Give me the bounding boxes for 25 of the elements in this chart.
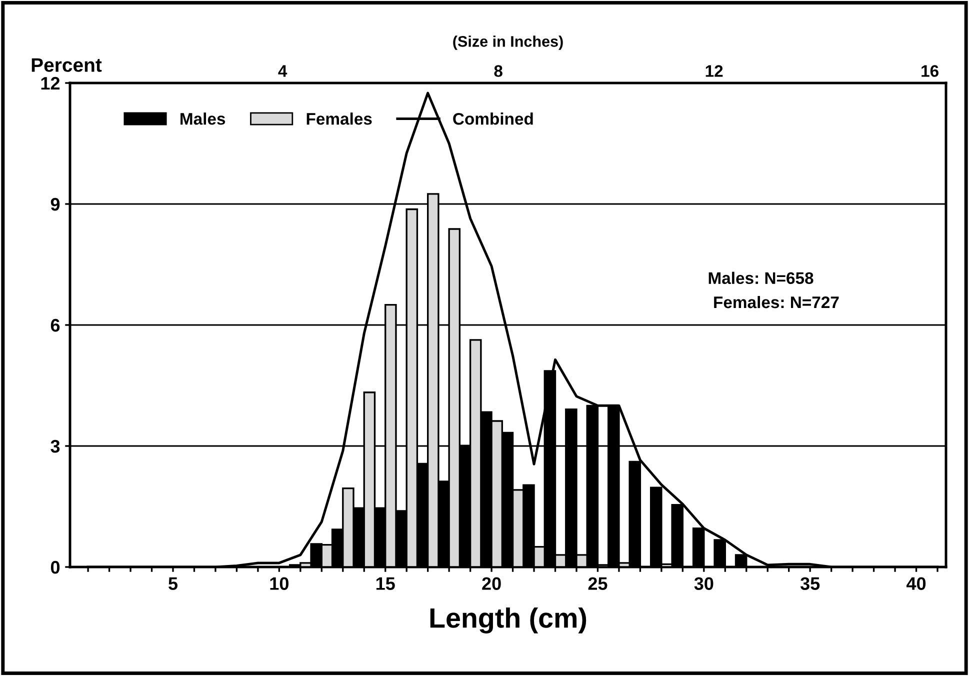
x-tick-label: 25	[588, 577, 608, 590]
y-tick-label: 6	[50, 318, 60, 332]
legend-label: Combined	[453, 112, 533, 125]
legend-label: Males	[180, 112, 226, 125]
x-tick-label: 10	[270, 577, 288, 590]
x-tick-label: 5	[168, 577, 178, 590]
x2-tick-label: 12	[706, 65, 723, 77]
legend-label: Females	[306, 112, 372, 125]
x-tick-label: 35	[800, 577, 820, 590]
x2-tick-label: 4	[278, 65, 288, 77]
y-tick-label: 9	[50, 198, 60, 211]
x-tick-label: 30	[694, 577, 714, 590]
x2-axis-title: (Size in Inches)	[453, 36, 563, 50]
x-tick-label: 15	[376, 577, 395, 590]
x-tick-label: 40	[906, 577, 926, 590]
x-tick-label: 20	[482, 577, 501, 590]
x-axis-title: Length (cm)	[430, 607, 586, 634]
annotation: Males: N=658	[708, 272, 814, 284]
y-tick-label: 0	[50, 560, 60, 574]
x2-tick-label: 8	[494, 65, 502, 77]
y-tick-label: 12	[41, 76, 60, 90]
x2-tick-label: 16	[922, 65, 938, 77]
y-axis-title: Percent	[32, 58, 102, 72]
y-tick-label: 3	[50, 440, 60, 453]
annotation: Females: N=727	[714, 296, 839, 308]
